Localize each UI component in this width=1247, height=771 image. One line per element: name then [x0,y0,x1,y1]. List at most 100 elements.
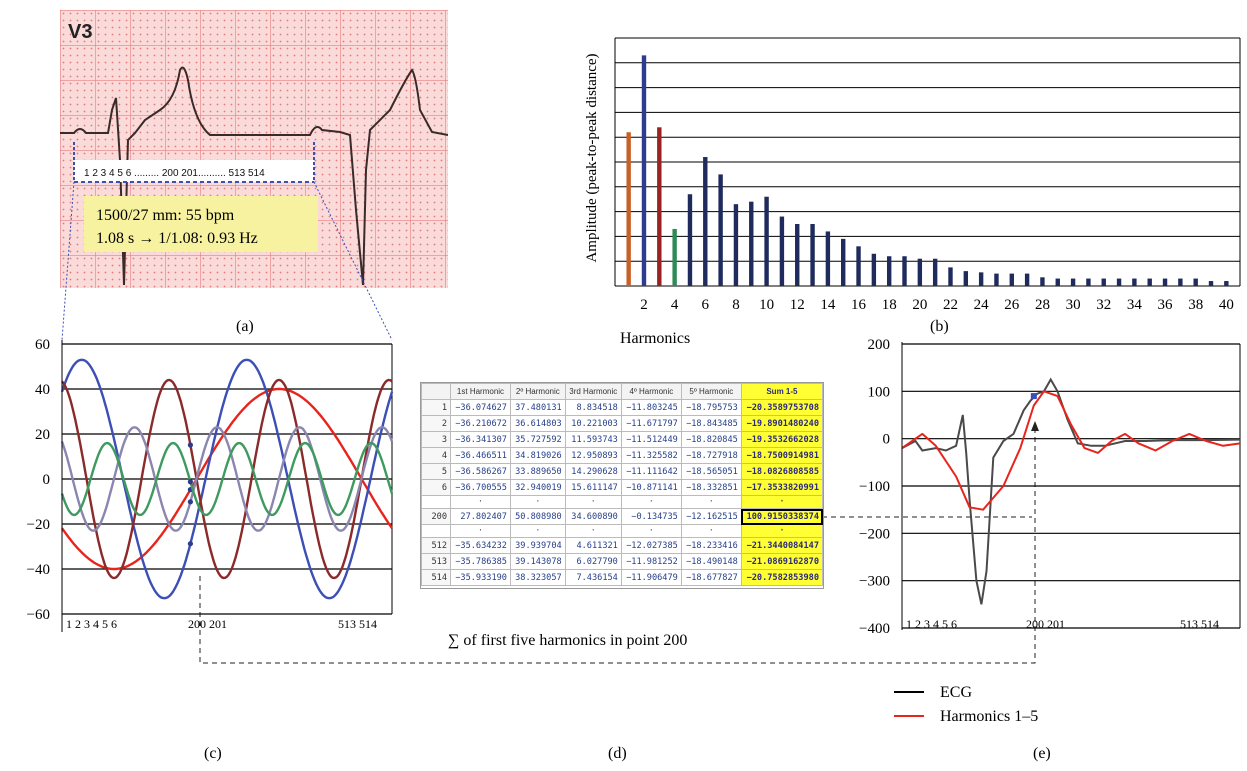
bar-harmonic-12 [795,224,800,286]
table-cell: −0.134735 [620,508,682,525]
bar-harmonic-15 [841,238,846,286]
bar-harmonic-22 [948,267,953,286]
bar-harmonic-4 [672,228,677,286]
table-cell: −36.466511 [450,447,511,464]
table-cell: −35.933190 [450,569,511,586]
table-cell: 11.593743 [564,431,622,448]
bar-harmonic-37 [1178,278,1183,286]
bar-harmonic-40 [1224,281,1229,286]
y-tick-label: −300 [859,574,890,590]
table-row: 2 −36.210672 36.614803 10.221003 −11.671797−… [421,415,823,432]
bar-harmonic-33 [1116,278,1122,286]
table-cell: −36.700555 [450,479,511,496]
table-cell-ellipsis: · [680,495,742,509]
legend-label-harmonics: Harmonics 1–5 [940,708,1038,725]
sample-range-labels: 1 2 3 4 5 6 ......... 200 201.......... … [84,168,265,179]
chart-e-legend: ECG Harmonics 1–5 [894,684,1038,725]
table-cell: −18.677827 [680,569,742,586]
table-cell: −11.671797 [620,415,682,432]
x-tick-label: 28 [1035,297,1050,313]
table-cell-ellipsis: · [450,495,511,509]
table-cell: 10.221003 [564,415,622,432]
table-cell-index: 4 [421,447,451,464]
x-tick-label: 2 [640,297,648,313]
panel-label-a: (a) [236,318,254,335]
y-tick-label: 60 [35,337,50,353]
chart-c-xlabel-end: 513 514 [338,617,377,631]
table-cell: −18.332851 [680,479,742,496]
info-line-2: 1.08 s → 1/1.08: 0.93 Hz [96,230,258,247]
x-tick-label: 18 [882,297,897,313]
bar-harmonic-10 [764,196,769,286]
y-tick-label: 0 [43,472,51,488]
table-row: 5 −36.586267 33.889650 14.290628 −11.111642−… [421,463,823,480]
table-cell-ellipsis: · [680,524,742,538]
x-tick-label: 8 [732,297,740,313]
table-row: 200 27.802407 50.808980 34.600890 −0.134735−… [421,508,823,525]
bar-harmonic-19 [902,256,907,286]
panel-label-b: (b) [930,318,949,335]
table-cell: 39.143078 [509,553,566,570]
table-cell: 32.940019 [509,479,566,496]
table-cell: −11.981252 [620,553,682,570]
table-cell: −35.634232 [450,537,511,554]
table-cell-index: 5 [421,463,451,480]
chart-e-xlabel-mid: 200 201 [1026,617,1065,631]
harmonic-series-4 [60,426,394,532]
bar-harmonic-18 [886,256,892,286]
ecg-strip-panel-a: V3 1 2 3 4 5 6 ......... 200 201........… [60,10,448,288]
table-cell-ellipsis: · [620,524,682,538]
bar-harmonic-35 [1147,278,1152,286]
x-tick-label: 14 [820,297,836,313]
table-cell: −12.027385 [620,537,682,554]
ecg-series-line [901,377,1241,605]
table-row: 3 −36.341307 35.727592 11.593743 −11.512449−… [421,431,823,448]
x-tick-label: 24 [974,297,990,313]
table-cell: −36.210672 [450,415,511,432]
table-cell-index: 512 [421,537,451,554]
table-cell-ellipsis: · [564,495,622,509]
bar-harmonic-8 [733,204,739,286]
harmonic-series-1 [61,387,393,571]
table-cell: 6.027790 [564,553,622,570]
bar-harmonic-29 [1055,278,1060,286]
table-cell-ellipsis: · [740,524,823,538]
bar-harmonic-23 [963,271,969,286]
table-cell: −18.820845 [680,431,742,448]
bar-harmonic-6 [703,157,708,286]
table-ellipsis-row: · · · · · · [421,524,823,538]
bar-harmonic-7 [718,174,723,286]
x-tick-label: 30 [1066,297,1081,313]
chart-b-xlabel: Harmonics [620,330,691,347]
y-tick-label: 20 [35,427,50,443]
bar-harmonic-9 [749,201,754,286]
table-cell: 34.600890 [564,508,622,525]
chart-e-xlabel-end: 513 514 [1180,617,1219,631]
table-cell: −36.341307 [450,431,511,448]
bar-harmonic-26 [1009,273,1014,286]
table-cell: 14.290628 [564,463,622,480]
table-cell-ellipsis: · [740,495,823,509]
x-tick-label: 40 [1219,297,1234,313]
bar-harmonic-25 [994,273,999,286]
table-cell: −19.3532662028 [740,431,823,448]
table-cell: 4.611321 [564,537,622,554]
table-cell: 50.808980 [509,508,566,525]
table-header-h4: 4º Harmonic [620,383,682,400]
table-cell: 38.323057 [509,569,566,586]
x-tick-label: 22 [943,297,958,313]
bar-harmonic-2 [641,55,647,286]
bar-harmonic-20 [917,258,923,286]
y-tick-label: −40 [27,562,50,578]
chart-c-xlabel-start: 1 2 3 4 5 6 [66,617,117,631]
table-header-h1: 1st Harmonic [450,383,511,400]
y-tick-label: 200 [868,337,891,353]
bar-harmonic-32 [1101,278,1106,286]
table-row: 6 −36.700555 32.940019 15.611147 −10.871141−… [421,479,823,496]
table-cell: 34.819026 [509,447,566,464]
bar-harmonic-28 [1040,277,1045,286]
table-cell: 8.834518 [564,399,622,416]
bar-harmonic-1 [626,132,631,286]
bar-harmonic-27 [1024,273,1030,286]
